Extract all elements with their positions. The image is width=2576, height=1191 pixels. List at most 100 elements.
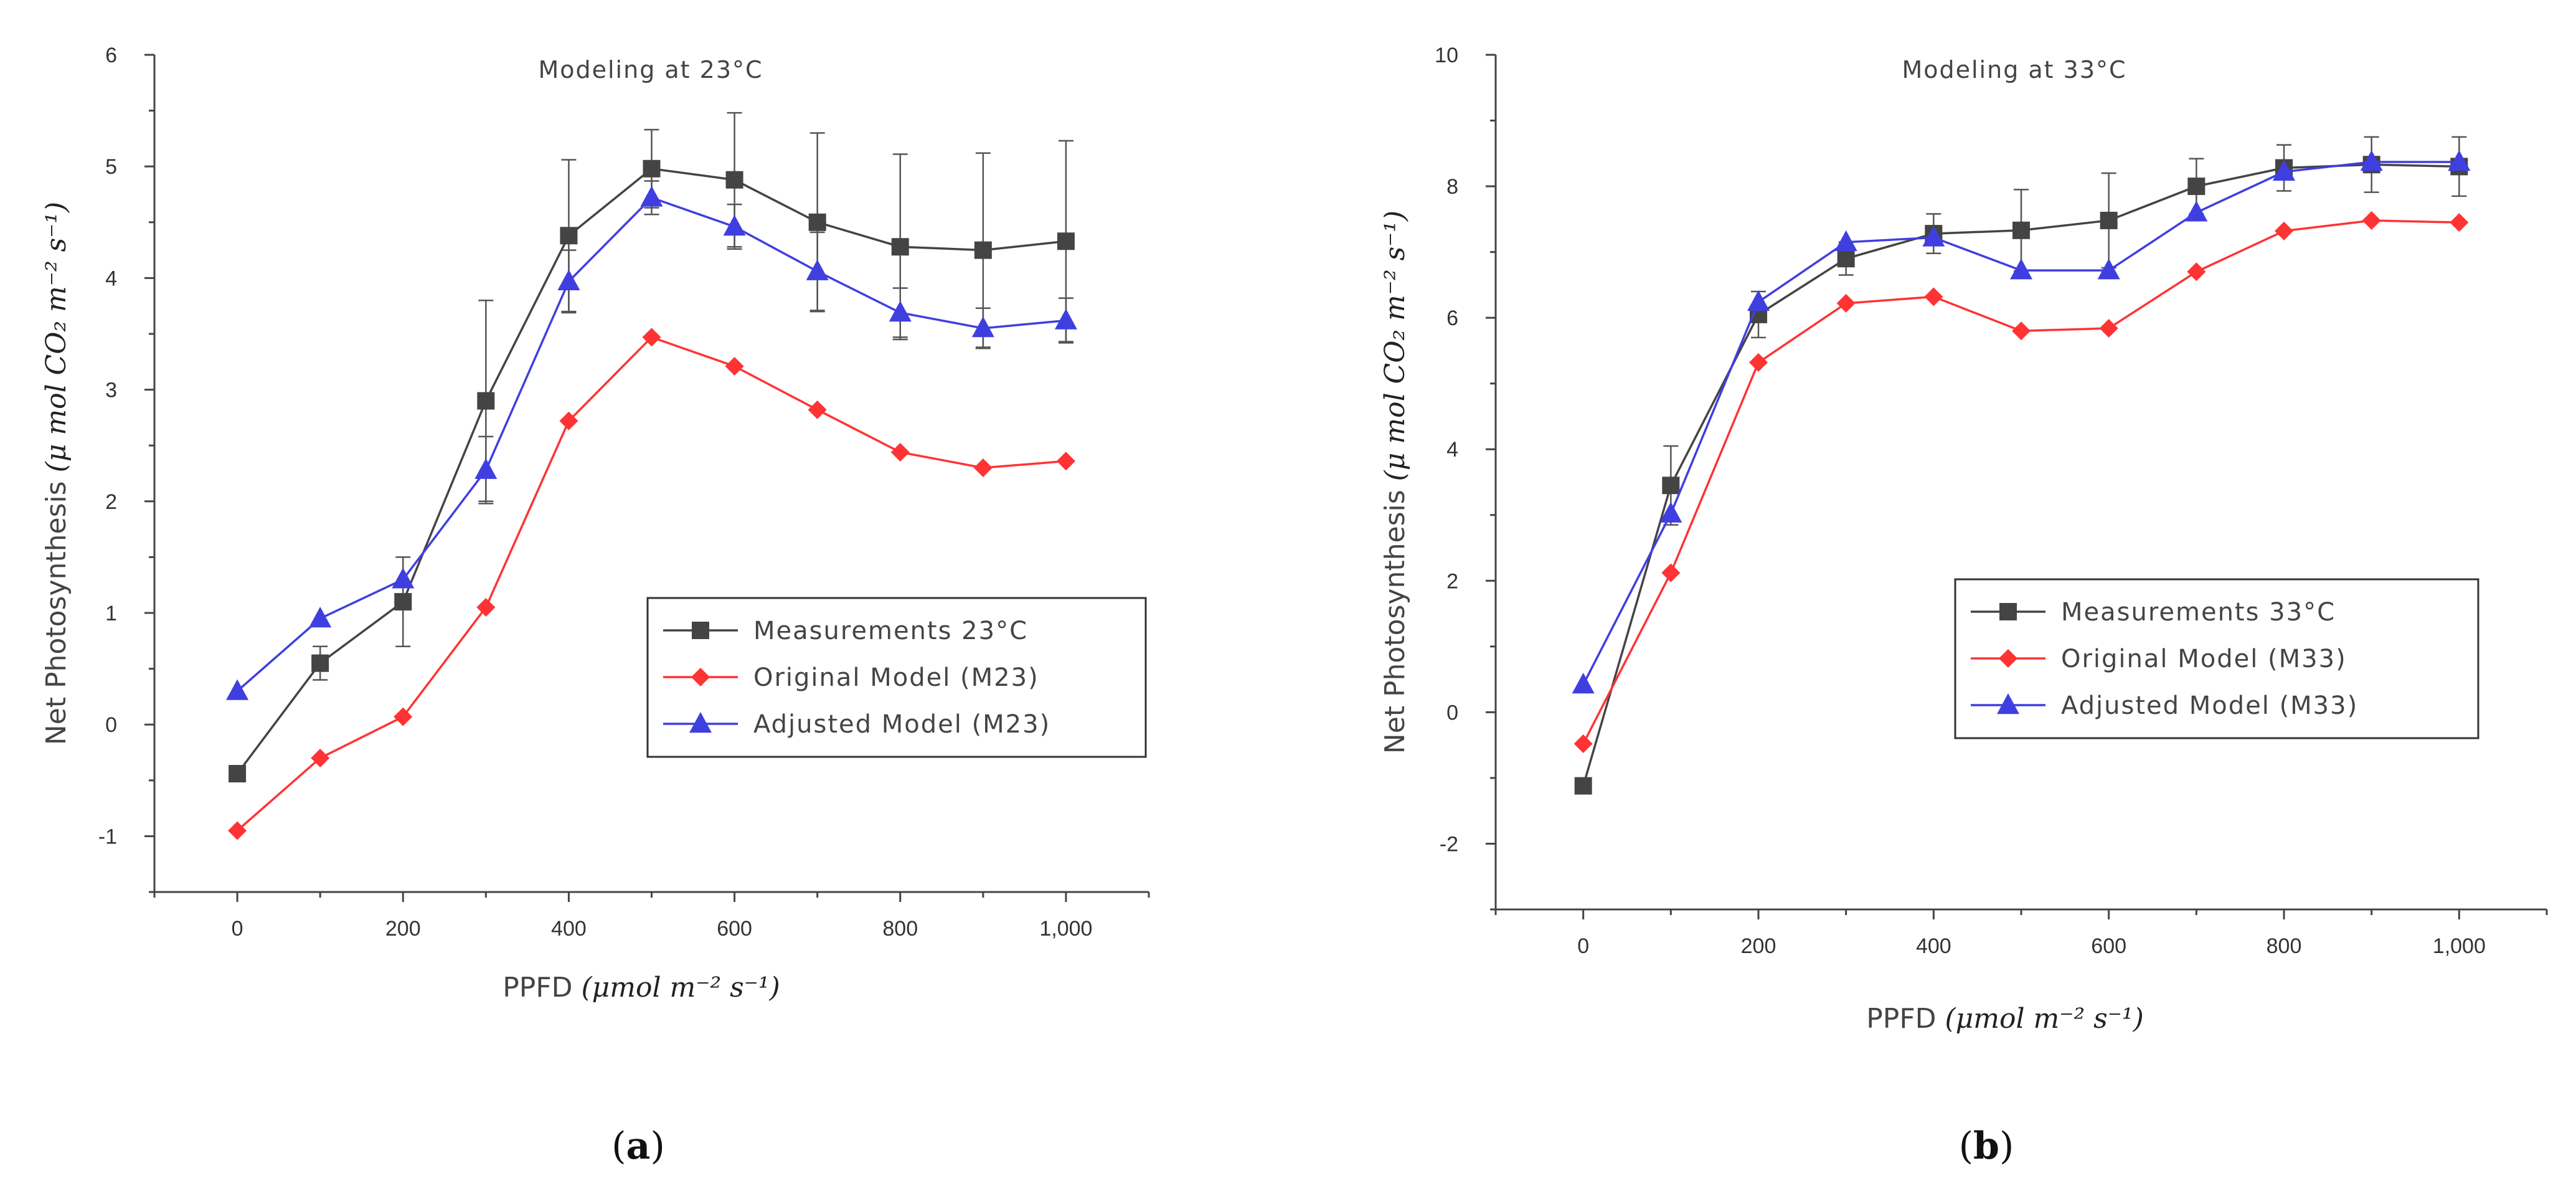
x-axis-label-name: PPFD <box>502 972 581 1004</box>
x-tick-label: 600 <box>2091 934 2126 958</box>
data-point <box>2097 259 2120 280</box>
panel-label-close: ) <box>1999 1124 2014 1168</box>
data-point <box>974 241 992 259</box>
data-point <box>477 392 495 410</box>
data-point <box>557 269 580 291</box>
series-square <box>229 112 1075 783</box>
chart-panel-b: -2 0 2 4 6 8 10 0 200 400 600 800 1,000 Modeling at 3… <box>1379 44 2548 1168</box>
legend-marker <box>1999 649 2017 668</box>
data-point <box>1749 353 1768 372</box>
panel-label-letter: a <box>626 1124 651 1168</box>
data-point <box>229 765 247 783</box>
data-point <box>309 606 332 628</box>
panel-label-letter: b <box>1973 1124 1999 1168</box>
data-point <box>2099 319 2118 338</box>
data-point <box>474 458 498 479</box>
y-tick-label: 4 <box>105 267 117 290</box>
y-tick-label: 4 <box>1446 438 1458 462</box>
data-point <box>1572 673 1595 694</box>
data-point <box>2275 221 2293 240</box>
data-point <box>971 316 994 338</box>
data-point <box>1574 777 1592 795</box>
y-axis-label-units: (μ mol CO₂ m⁻² s⁻¹) <box>1379 211 1411 482</box>
legend-entry: Original Model (M23) <box>753 663 1039 692</box>
data-point <box>1834 230 1857 252</box>
data-point <box>1747 290 1770 311</box>
chart-title: Modeling at 33°C <box>1902 56 2126 83</box>
legend-marker <box>1999 603 2017 620</box>
x-axis-label-units: (μmol m⁻² s⁻¹) <box>1945 1003 2144 1035</box>
y-tick-label: 2 <box>105 490 117 514</box>
data-point <box>889 300 912 322</box>
x-tick-label: 400 <box>551 917 587 941</box>
data-point <box>1573 734 1593 754</box>
data-point <box>228 821 247 840</box>
data-point <box>1836 293 1856 313</box>
legend-marker <box>691 668 710 686</box>
panel-label: (a) <box>611 1124 665 1168</box>
y-tick-label: -1 <box>98 825 117 848</box>
data-point <box>2362 211 2381 230</box>
series-diamond <box>1573 211 2469 754</box>
legend: Measurements 33°C Original Model (M33) Adj… <box>1954 578 2479 739</box>
y-tick-label: 2 <box>1446 569 1458 593</box>
x-tick-label: 0 <box>1577 934 1589 958</box>
data-point <box>1922 225 1945 247</box>
data-point <box>1837 250 1855 268</box>
data-point <box>642 328 661 347</box>
data-point <box>2010 259 2032 280</box>
series-triangle <box>226 180 1077 700</box>
data-point <box>1661 563 1681 582</box>
y-axis-label-name: Net Photosynthesis <box>40 472 72 745</box>
x-tick-label: 400 <box>1916 934 1951 958</box>
x-tick-label: 600 <box>717 917 752 941</box>
data-point <box>2187 178 2206 196</box>
y-tick-label: 10 <box>1435 44 1458 67</box>
data-point <box>2012 221 2030 239</box>
data-point <box>311 654 329 672</box>
data-point <box>2100 211 2118 229</box>
data-point <box>643 159 661 178</box>
data-point <box>808 213 826 231</box>
x-tick-label: 800 <box>2267 934 2302 958</box>
data-point <box>394 707 413 726</box>
data-point <box>2187 262 2206 282</box>
data-point <box>2360 150 2383 171</box>
data-point <box>1659 501 1682 523</box>
panel-label-close: ) <box>650 1124 664 1168</box>
y-tick-label: 8 <box>1446 175 1458 199</box>
legend-entry: Measurements 23°C <box>753 617 1028 645</box>
x-tick-label: 1,000 <box>1039 917 1092 941</box>
data-point <box>559 411 578 430</box>
legend-entry: Original Model (M33) <box>2061 645 2347 673</box>
y-tick-label: -2 <box>1440 832 1458 856</box>
data-point <box>725 171 743 189</box>
legend-entry: Measurements 33°C <box>2061 598 2336 627</box>
data-point <box>973 458 993 478</box>
y-tick-label: 6 <box>1446 306 1458 330</box>
data-point <box>2012 321 2031 341</box>
y-tick-label: 3 <box>105 379 117 402</box>
y-tick-label: 5 <box>105 155 117 179</box>
legend-entry: Adjusted Model (M33) <box>2061 691 2358 720</box>
data-point <box>476 598 496 617</box>
x-axis-label-name: PPFD <box>1866 1003 1945 1035</box>
y-axis-label-units: (μ mol CO₂ m⁻² s⁻¹) <box>40 202 72 473</box>
y-tick-label: 0 <box>105 713 117 737</box>
data-point <box>1056 452 1075 471</box>
data-point <box>891 238 909 256</box>
series-triangle <box>1572 150 2471 694</box>
data-point <box>2450 213 2469 232</box>
legend: Measurements 23°C Original Model (M23) Adj… <box>646 597 1147 758</box>
data-point <box>1924 287 1943 306</box>
data-point <box>723 214 746 236</box>
x-tick-label: 200 <box>1741 934 1776 958</box>
data-point <box>808 400 827 419</box>
data-point <box>226 679 249 700</box>
x-axis-label: PPFD (μmol m⁻² s⁻¹) <box>502 972 780 1004</box>
y-tick-label: 6 <box>105 44 117 67</box>
data-point <box>560 227 578 245</box>
data-point <box>890 442 910 462</box>
x-tick-label: 800 <box>882 917 918 941</box>
